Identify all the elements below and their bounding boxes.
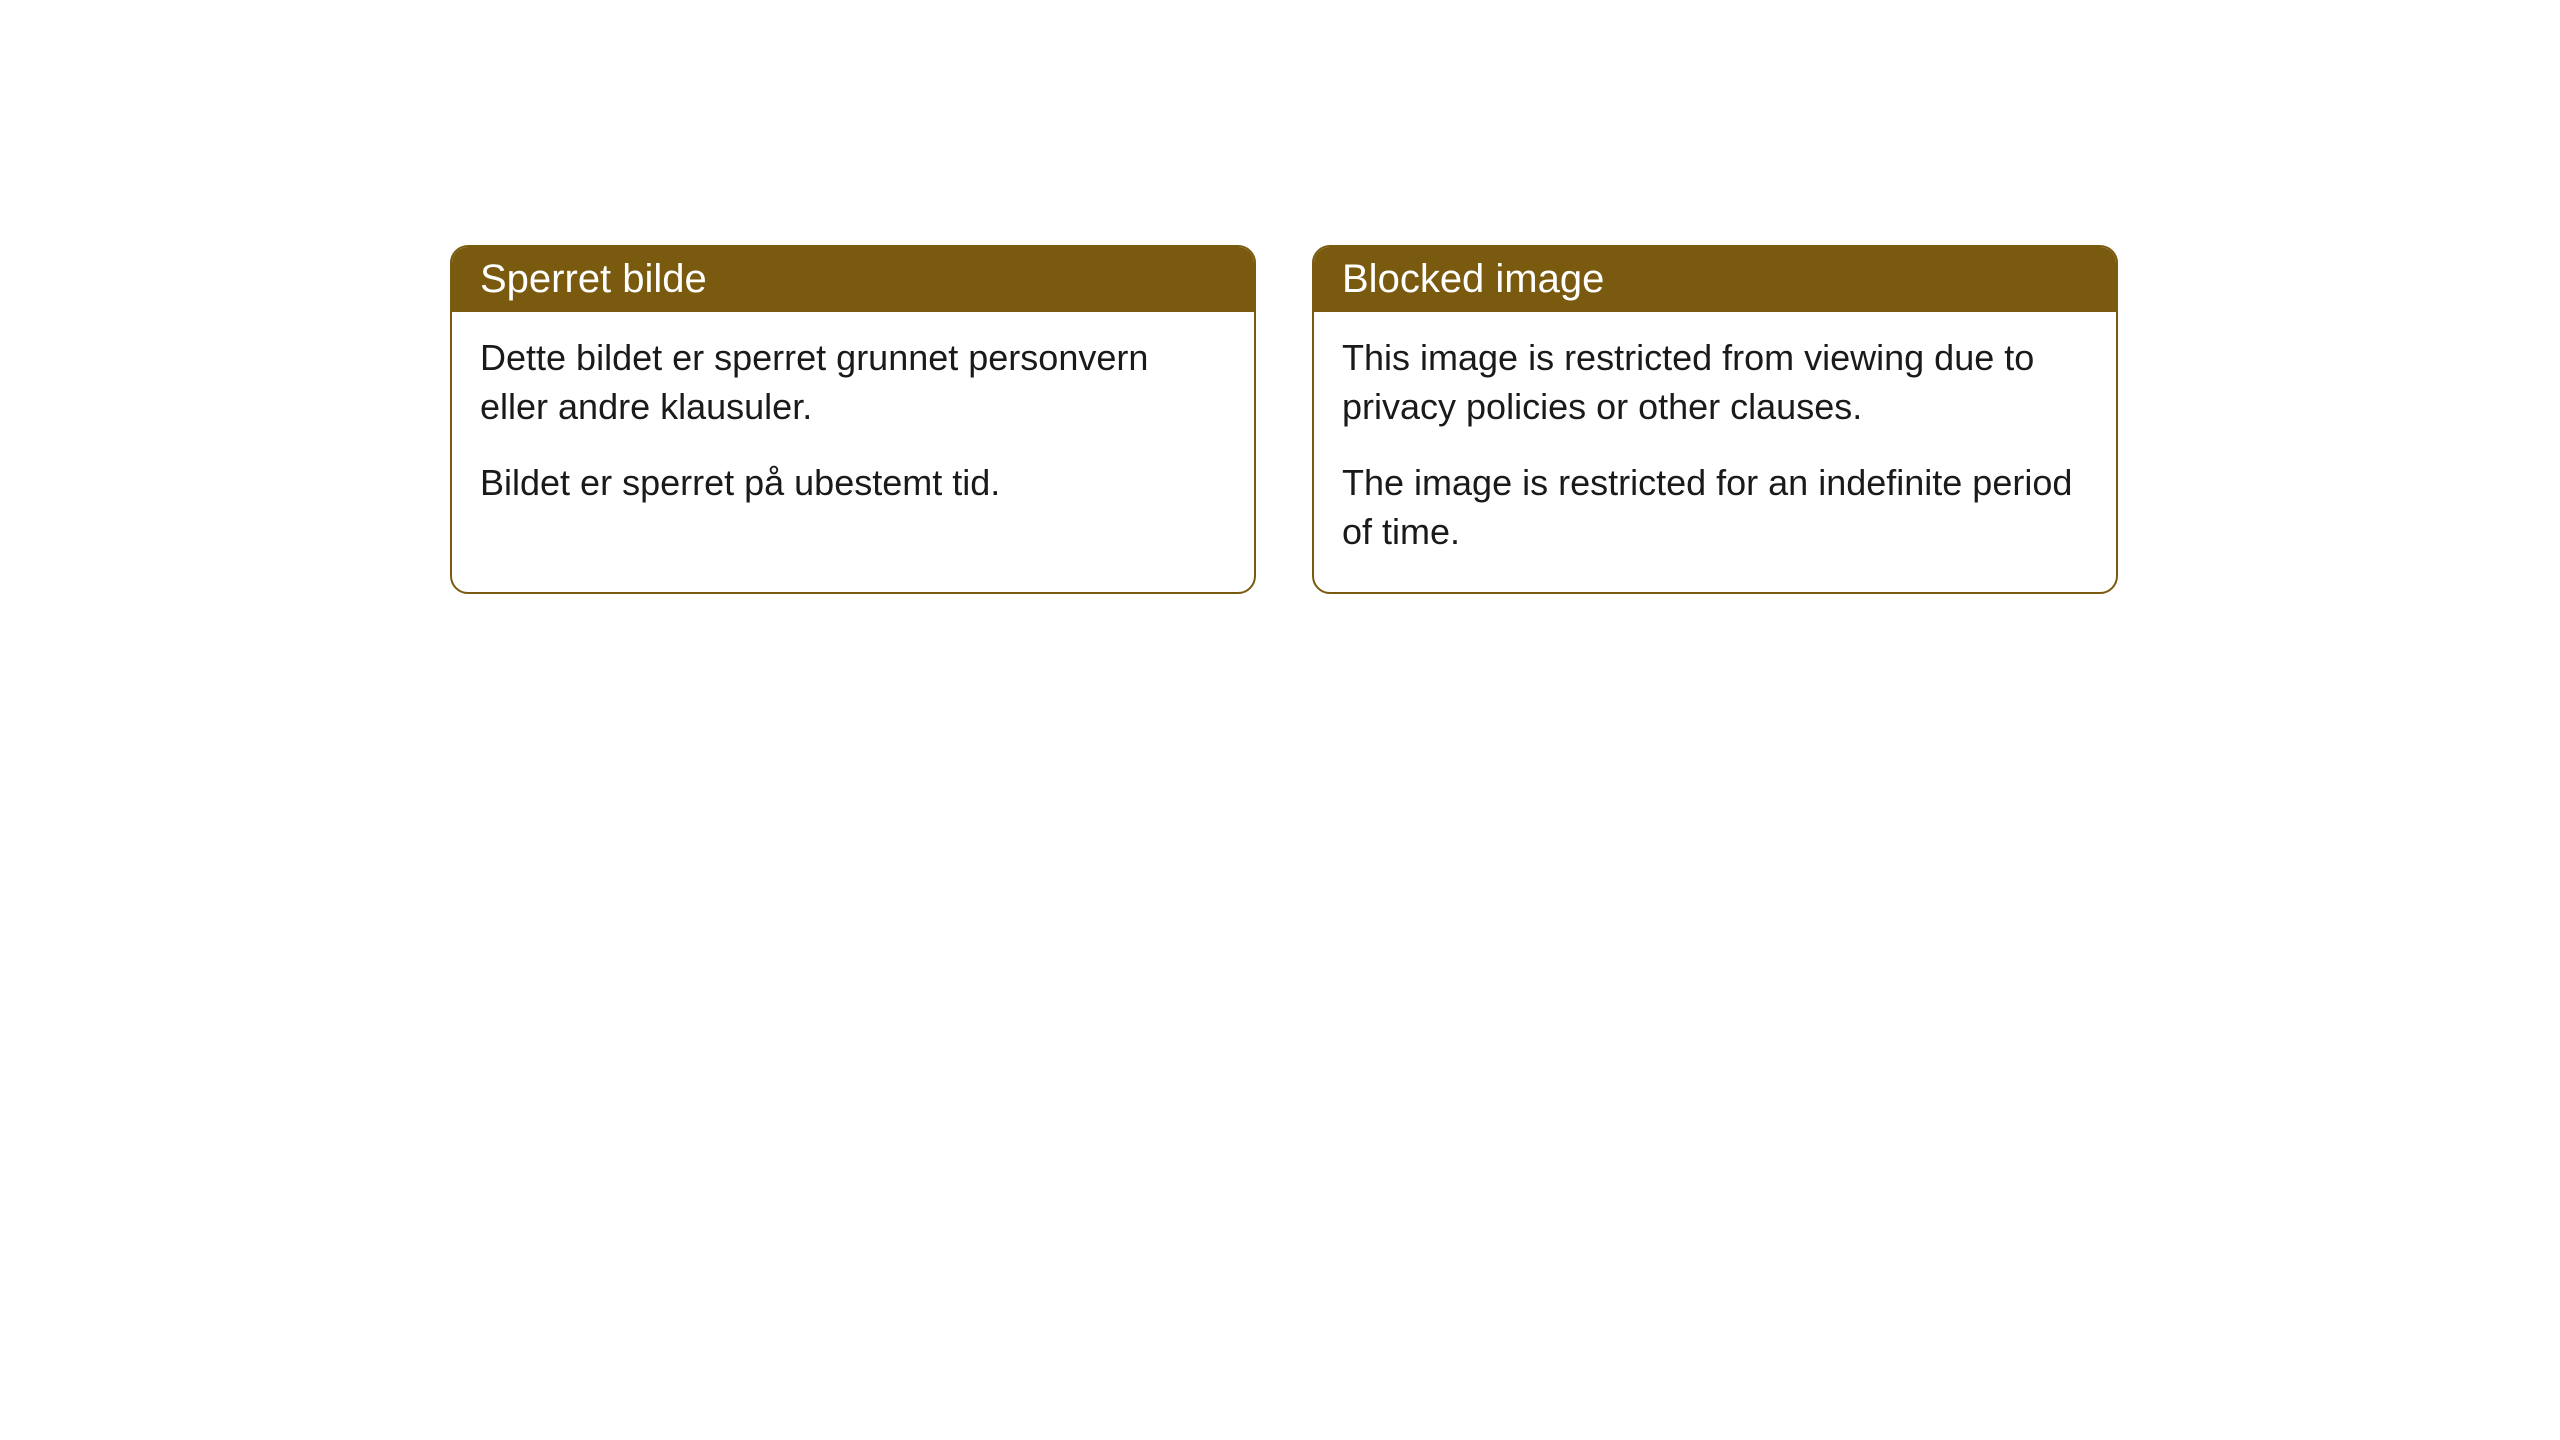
card-paragraph-2: The image is restricted for an indefinit… — [1342, 459, 2088, 556]
card-body-english: This image is restricted from viewing du… — [1314, 312, 2116, 592]
blocked-image-card-english: Blocked image This image is restricted f… — [1312, 245, 2118, 594]
card-paragraph-1: Dette bildet er sperret grunnet personve… — [480, 334, 1226, 431]
card-paragraph-1: This image is restricted from viewing du… — [1342, 334, 2088, 431]
card-paragraph-2: Bildet er sperret på ubestemt tid. — [480, 459, 1226, 508]
card-title: Blocked image — [1342, 257, 1604, 301]
cards-container: Sperret bilde Dette bildet er sperret gr… — [450, 245, 2118, 594]
card-body-norwegian: Dette bildet er sperret grunnet personve… — [452, 312, 1254, 544]
card-title: Sperret bilde — [480, 257, 707, 301]
card-header-norwegian: Sperret bilde — [452, 247, 1254, 312]
blocked-image-card-norwegian: Sperret bilde Dette bildet er sperret gr… — [450, 245, 1256, 594]
card-header-english: Blocked image — [1314, 247, 2116, 312]
